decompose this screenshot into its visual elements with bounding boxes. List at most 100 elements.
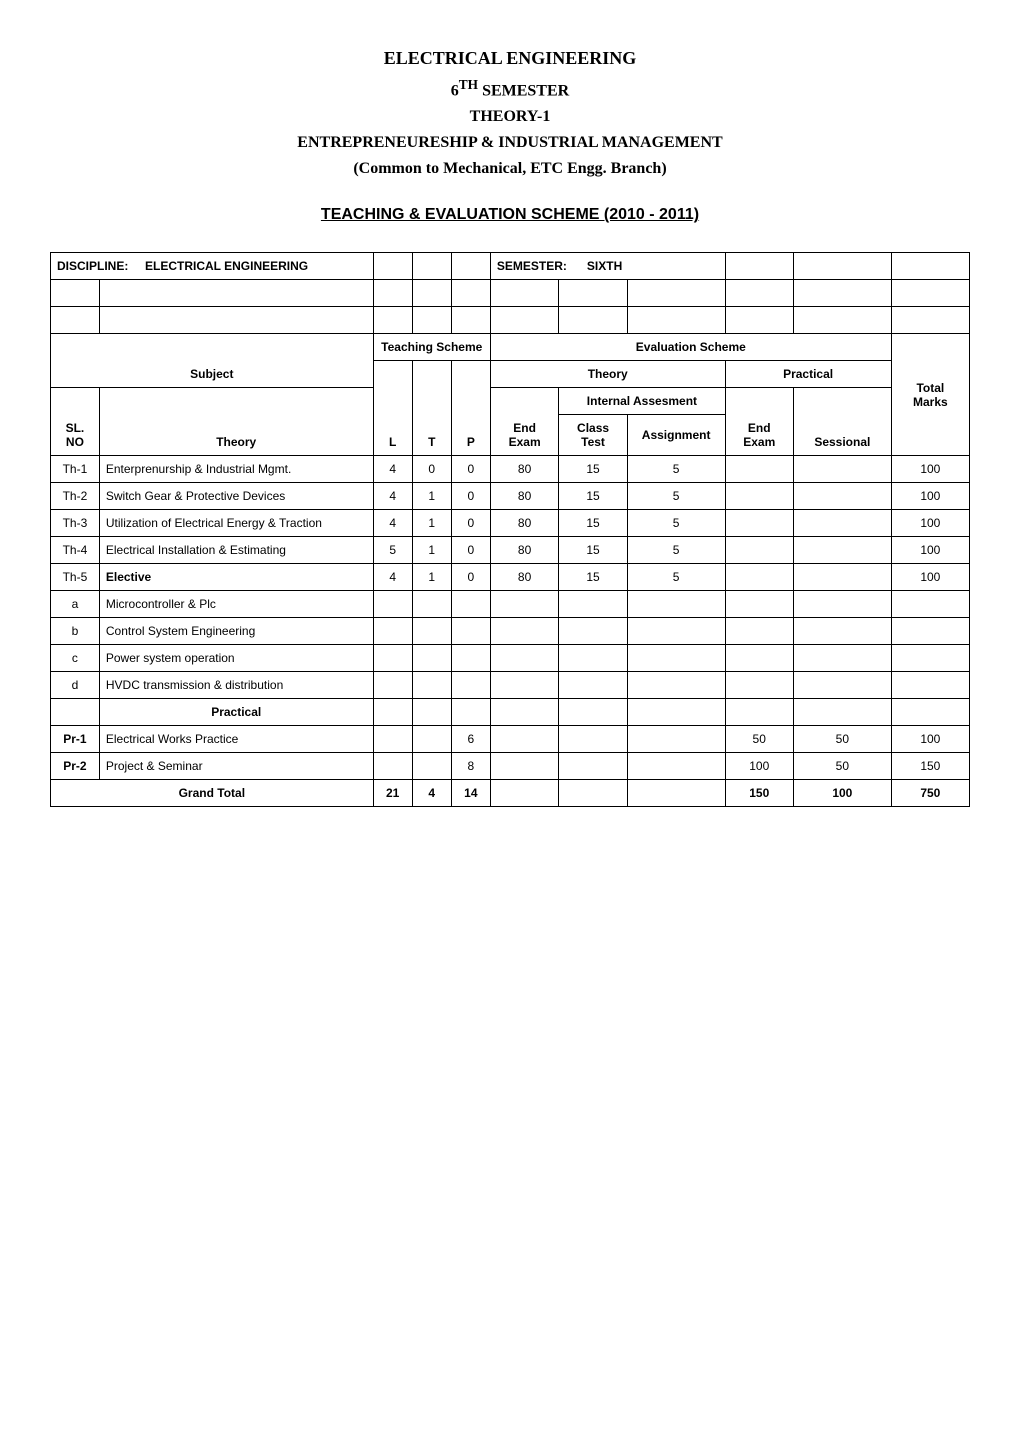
- cell-end-exam: 80: [490, 537, 558, 564]
- table-row: Pr-1 Electrical Works Practice 6 50 50 1…: [51, 726, 970, 753]
- subject-header: Subject: [51, 334, 374, 388]
- subject-name: Project & Seminar: [99, 753, 373, 780]
- discipline-label: DISCIPLINE:: [57, 259, 128, 273]
- cell-end-exam2: [725, 564, 793, 591]
- cell-T: [412, 672, 451, 699]
- cell-end-exam: 80: [490, 510, 558, 537]
- subject-name: Elective: [99, 564, 373, 591]
- subject-name: Utilization of Electrical Energy & Tract…: [99, 510, 373, 537]
- cell-P: [451, 591, 490, 618]
- total-marks-header: Total Marks: [891, 334, 969, 456]
- cell-sessional: [793, 456, 891, 483]
- table-row: Pr-2 Project & Seminar 8 100 50 150: [51, 753, 970, 780]
- cell-P: 6: [451, 726, 490, 753]
- table-row: b Control System Engineering: [51, 618, 970, 645]
- subject-name: HVDC transmission & distribution: [99, 672, 373, 699]
- empty-cell: [412, 253, 451, 280]
- subject-name: Electrical Installation & Estimating: [99, 537, 373, 564]
- cell-P: 8: [451, 753, 490, 780]
- practical-header: Practical: [725, 361, 891, 388]
- gt-total: 750: [891, 780, 969, 807]
- cell-class-test: [559, 672, 627, 699]
- cell-end-exam: [490, 726, 558, 753]
- sl: d: [51, 672, 100, 699]
- empty-row: [51, 307, 970, 334]
- cell-assignment: [627, 753, 725, 780]
- cell-total: [891, 672, 969, 699]
- cell-T: 0: [412, 456, 451, 483]
- cell-class-test: [559, 726, 627, 753]
- empty-row: [51, 280, 970, 307]
- cell-total: [891, 591, 969, 618]
- title-line-5: (Common to Mechanical, ETC Engg. Branch): [50, 160, 970, 178]
- cell-P: [451, 618, 490, 645]
- gt-L: 21: [373, 780, 412, 807]
- title-line-2a: 6: [451, 82, 459, 99]
- theory-col-header: Theory: [99, 388, 373, 456]
- cell-sessional: [793, 564, 891, 591]
- cell-L: 5: [373, 537, 412, 564]
- cell-end-exam2: [725, 672, 793, 699]
- cell-T: [412, 645, 451, 672]
- cell-T: [412, 753, 451, 780]
- col-P: P: [451, 361, 490, 456]
- sl: Th-2: [51, 483, 100, 510]
- gt-P: 14: [451, 780, 490, 807]
- cell-P: 0: [451, 537, 490, 564]
- practical-label: Practical: [99, 699, 373, 726]
- cell-total: 150: [891, 753, 969, 780]
- cell-P: [451, 672, 490, 699]
- cell-L: 4: [373, 510, 412, 537]
- cell-end-exam: [490, 645, 558, 672]
- table-row: Th-1 Enterprenurship & Industrial Mgmt. …: [51, 456, 970, 483]
- empty-cell: [451, 253, 490, 280]
- grand-total-row: Grand Total 21 4 14 150 100 750: [51, 780, 970, 807]
- cell-end-exam: [490, 618, 558, 645]
- cell-assignment: 5: [627, 456, 725, 483]
- table-row: Th-4 Electrical Installation & Estimatin…: [51, 537, 970, 564]
- gt-end-exam2: 150: [725, 780, 793, 807]
- cell-sessional: [793, 672, 891, 699]
- cell-T: [412, 618, 451, 645]
- cell-assignment: [627, 645, 725, 672]
- cell-assignment: 5: [627, 564, 725, 591]
- cell-total: [891, 645, 969, 672]
- cell-end-exam2: [725, 537, 793, 564]
- title-line-2b: SEMESTER: [478, 82, 569, 99]
- cell-class-test: 15: [559, 510, 627, 537]
- table-row: Th-2 Switch Gear & Protective Devices 4 …: [51, 483, 970, 510]
- cell-P: 0: [451, 483, 490, 510]
- scheme-title: TEACHING & EVALUATION SCHEME (2010 - 201…: [50, 206, 970, 224]
- cell-total: 100: [891, 510, 969, 537]
- cell-total: 100: [891, 456, 969, 483]
- cell-class-test: 15: [559, 537, 627, 564]
- cell-P: 0: [451, 564, 490, 591]
- cell-total: [891, 618, 969, 645]
- sl: Th-4: [51, 537, 100, 564]
- cell-L: [373, 672, 412, 699]
- gt-end-exam: [490, 780, 558, 807]
- cell-end-exam2: [725, 456, 793, 483]
- title-line-3: THEORY-1: [50, 108, 970, 126]
- subject-name: Electrical Works Practice: [99, 726, 373, 753]
- cell-assignment: [627, 726, 725, 753]
- cell-T: [412, 591, 451, 618]
- theory-header: Theory: [490, 361, 725, 388]
- discipline-value: ELECTRICAL ENGINEERING: [145, 259, 308, 273]
- sl: Pr-1: [51, 726, 100, 753]
- cell-L: [373, 753, 412, 780]
- doc-header: ELECTRICAL ENGINEERING 6TH SEMESTER THEO…: [50, 48, 970, 178]
- cell-sessional: [793, 618, 891, 645]
- cell-end-exam: [490, 591, 558, 618]
- table-row: Th-5 Elective 4 1 0 80 15 5 100: [51, 564, 970, 591]
- cell-end-exam2: 100: [725, 753, 793, 780]
- cell-assignment: 5: [627, 483, 725, 510]
- cell-total: 100: [891, 537, 969, 564]
- cell-end-exam2: [725, 483, 793, 510]
- cell-end-exam: 80: [490, 483, 558, 510]
- title-line-2-sup: TH: [459, 77, 478, 92]
- cell-end-exam: 80: [490, 456, 558, 483]
- empty-cell: [793, 253, 891, 280]
- cell-class-test: 15: [559, 564, 627, 591]
- table-row: a Microcontroller & Plc: [51, 591, 970, 618]
